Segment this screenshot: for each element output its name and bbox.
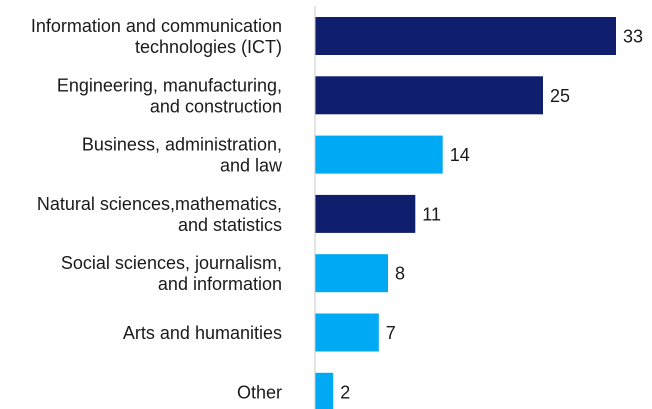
bar-2: [315, 135, 443, 174]
bar-0: [315, 17, 616, 55]
category-label-4-line-0: Social sciences, journalism,: [61, 253, 282, 273]
labels-layer: 33 Information and communicationtechnolog…: [31, 16, 643, 402]
category-label-0-line-0: Information and communication: [31, 16, 282, 36]
value-label-5: 7: [386, 323, 396, 343]
category-label-3-line-1: and statistics: [178, 215, 282, 235]
value-label-4: 8: [395, 264, 405, 284]
value-label-2: 14: [450, 145, 470, 165]
bar-1: [315, 76, 543, 115]
value-label-1: 25: [550, 86, 570, 106]
bar-3: [315, 194, 416, 233]
category-label-6-line-0: Other: [237, 382, 282, 402]
bar-4: [315, 254, 388, 293]
category-label-1-line-0: Engineering, manufacturing,: [57, 75, 282, 95]
value-label-3: 11: [422, 204, 441, 224]
value-label-6: 2: [340, 382, 350, 402]
category-label-1-line-1: and construction: [150, 96, 282, 116]
bars-layer: [315, 17, 616, 409]
category-label-3-line-0: Natural sciences,mathematics,: [37, 194, 282, 214]
value-label-0: 33: [623, 27, 643, 47]
category-label-2-line-0: Business, administration,: [82, 135, 282, 155]
bar-6: [315, 372, 334, 409]
bar-5: [315, 313, 379, 352]
category-label-0-line-1: technologies (ICT): [135, 37, 282, 57]
category-label-2-line-1: and law: [220, 156, 283, 176]
category-label-4-line-1: and information: [158, 274, 282, 294]
category-label-5-line-0: Arts and humanities: [123, 323, 282, 343]
